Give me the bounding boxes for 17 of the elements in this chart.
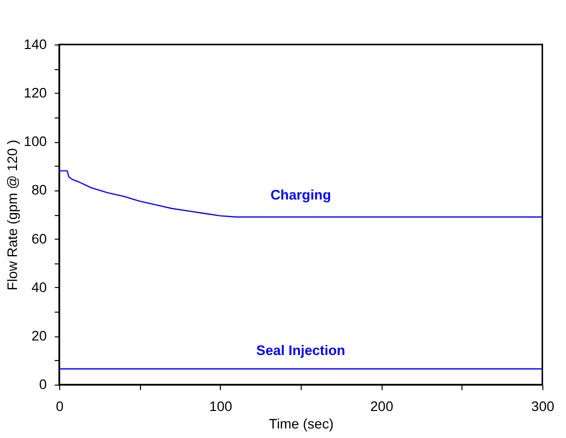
line-series [58,170,543,218]
y-tick-label: 140 [24,36,48,52]
x-axis-title: Time (sec) [268,416,334,432]
y-axis-title: Flow Rate (gpm @ 120 ) [4,140,20,290]
y-tick-label: 80 [31,182,48,198]
x-tick-label: 0 [56,398,64,414]
x-tick-label: 100 [209,398,233,414]
y-tick-label: 0 [39,377,48,392]
x-tick-label: 300 [531,398,555,414]
series-label: Charging [270,187,332,202]
y-tick-label: 20 [31,328,48,344]
series-label: Seal Injection [256,343,346,358]
y-tick-label: 40 [31,280,48,295]
x-tick-label: 200 [370,398,394,414]
y-tick-label: 60 [31,231,48,246]
y-tick-label: 120 [24,86,48,101]
y-tick-label: 100 [24,134,48,150]
